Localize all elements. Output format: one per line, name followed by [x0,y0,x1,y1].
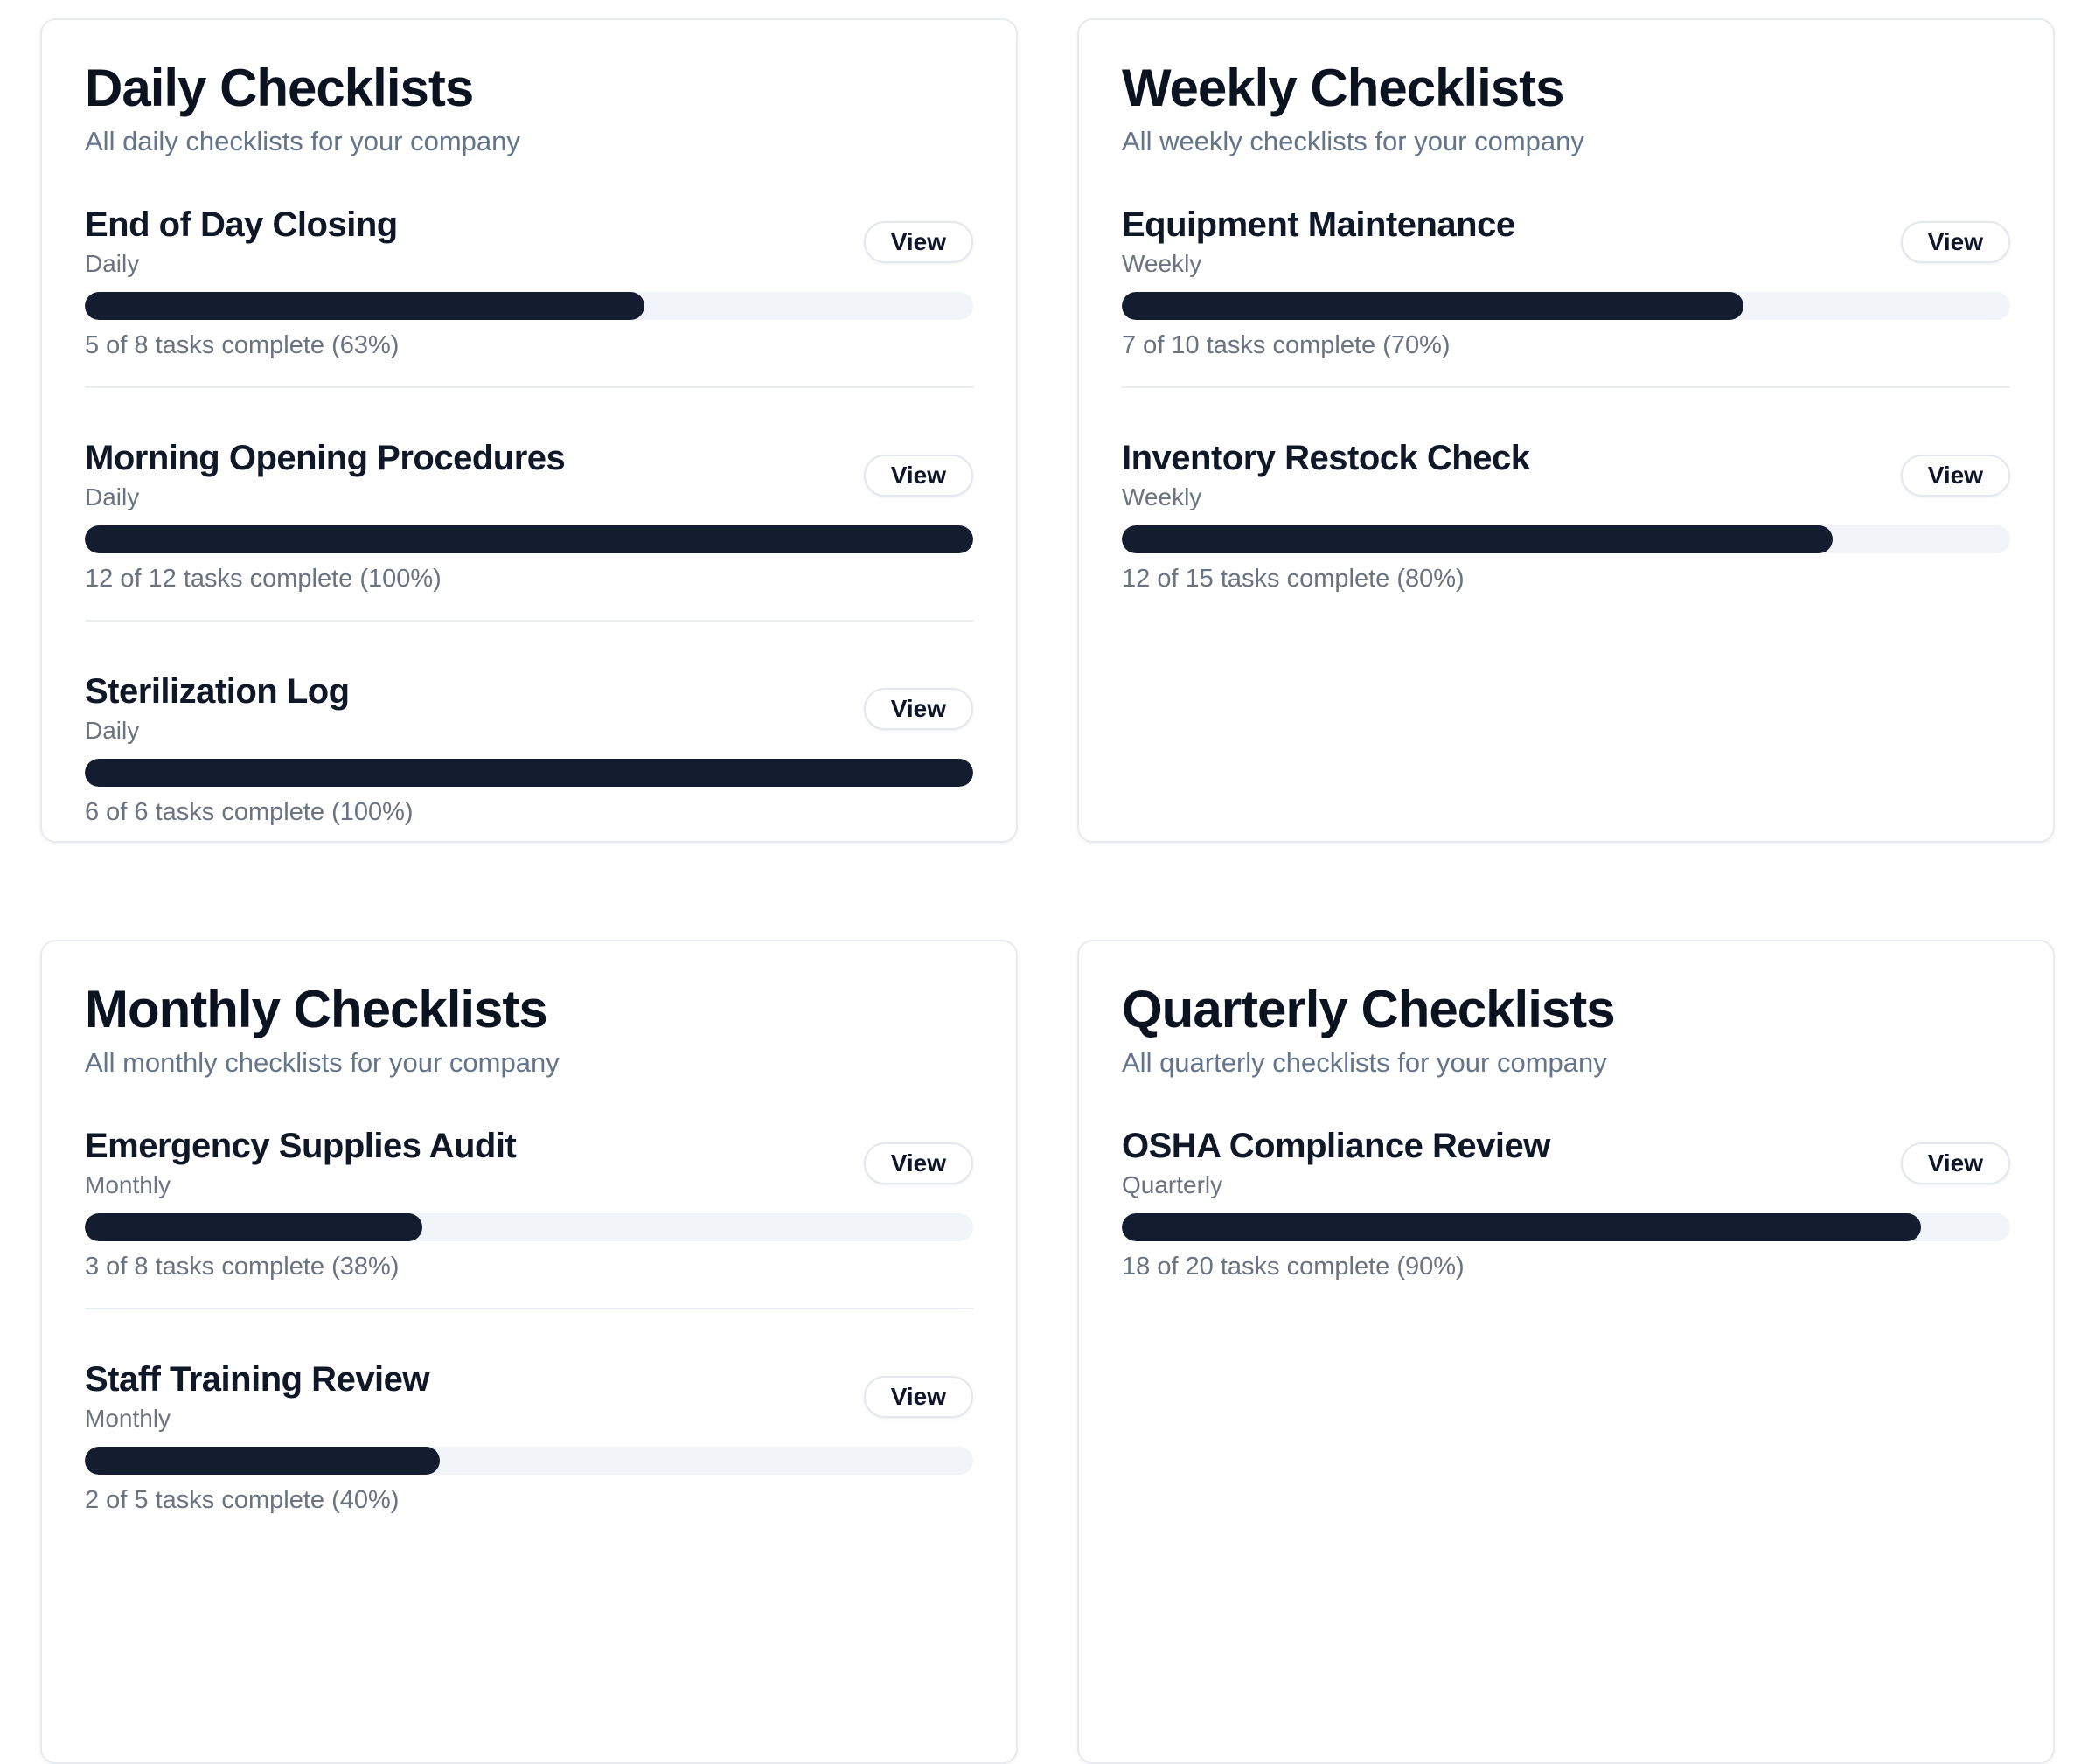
task-status-text: 7 of 10 tasks complete (70%) [1122,331,1451,359]
progress-bar-fill [85,292,645,320]
checklist-item-frequency: Quarterly [1122,1171,1223,1198]
card-description: All daily checklists for your company [85,126,520,156]
task-status-text: 6 of 6 tasks complete (100%) [85,798,414,826]
checklist-item-title: Morning Opening Procedures [85,439,566,477]
checklists-grid: Daily Checklists All daily checklists fo… [40,18,2055,1764]
item-divider [85,1308,973,1309]
checklist-item-frequency: Daily [85,250,140,277]
view-button[interactable]: View [863,1142,973,1184]
daily-checklists-card: Daily Checklists All daily checklists fo… [40,18,1018,843]
task-status-text: 3 of 8 tasks complete (38%) [85,1253,400,1281]
monthly-checklists-card: Monthly Checklists All monthly checklist… [40,940,1018,1764]
quarterly-checklists-card: Quarterly Checklists All quarterly check… [1077,940,2055,1764]
checklist-item: Staff Training Review Monthly View 2 of … [85,1360,973,1515]
checklist-item-title: OSHA Compliance Review [1122,1127,1550,1165]
progress-bar [85,759,973,787]
card-description: All monthly checklists for your company [85,1047,560,1078]
checklist-item-frequency: Daily [85,483,140,510]
checklist-items: Equipment Maintenance Weekly View 7 of 1… [1122,205,2010,594]
checklist-item: Inventory Restock Check Weekly View 12 o… [1122,439,2010,594]
item-divider [1122,386,2010,388]
progress-bar [85,525,973,553]
checklist-item-title: Sterilization Log [85,672,350,711]
card-title: Monthly Checklists [85,980,548,1038]
task-status-text: 5 of 8 tasks complete (63%) [85,331,400,359]
checklist-item-frequency: Monthly [85,1171,171,1198]
checklist-item-title: Equipment Maintenance [1122,205,1515,244]
view-button[interactable]: View [1900,1142,2010,1184]
progress-bar-fill [1122,1213,1922,1241]
view-button[interactable]: View [863,220,973,263]
progress-bar-fill [85,1213,423,1241]
task-status-text: 12 of 15 tasks complete (80%) [1122,565,1465,593]
card-title: Quarterly Checklists [1122,980,1616,1038]
view-button[interactable]: View [863,1375,973,1418]
weekly-checklists-card: Weekly Checklists All weekly checklists … [1077,18,2055,843]
checklist-item: Emergency Supplies Audit Monthly View 3 … [85,1127,973,1281]
checklist-item-frequency: Daily [85,717,140,744]
checklist-item: Morning Opening Procedures Daily View 12… [85,439,973,594]
card-description: All weekly checklists for your company [1122,126,1584,156]
checklist-item-title: Inventory Restock Check [1122,439,1530,477]
view-button[interactable]: View [1900,454,2010,497]
item-divider [85,386,973,388]
card-description: All quarterly checklists for your compan… [1122,1047,1607,1078]
progress-bar-fill [85,759,973,787]
progress-bar [85,292,973,320]
checklist-item: Sterilization Log Daily View 6 of 6 task… [85,672,973,827]
progress-bar-fill [85,1447,441,1475]
progress-bar-fill [1122,525,1833,553]
checklist-item-title: Emergency Supplies Audit [85,1127,517,1165]
item-divider [85,620,973,622]
checklist-items: End of Day Closing Daily View 5 of 8 tas… [85,205,973,827]
progress-bar-fill [1122,292,1744,320]
card-title: Weekly Checklists [1122,59,1565,117]
progress-bar [1122,1213,2010,1241]
checklist-item-frequency: Monthly [85,1405,171,1432]
checklist-item-title: End of Day Closing [85,205,398,244]
card-title: Daily Checklists [85,59,474,117]
view-button[interactable]: View [863,687,973,730]
progress-bar [85,1447,973,1475]
progress-bar [85,1213,973,1241]
task-status-text: 12 of 12 tasks complete (100%) [85,565,442,593]
task-status-text: 2 of 5 tasks complete (40%) [85,1486,400,1514]
checklist-item-title: Staff Training Review [85,1360,430,1399]
checklist-items: Emergency Supplies Audit Monthly View 3 … [85,1127,973,1515]
checklist-items: OSHA Compliance Review Quarterly View 18… [1122,1127,2010,1281]
progress-bar [1122,525,2010,553]
progress-bar [1122,292,2010,320]
view-button[interactable]: View [1900,220,2010,263]
task-status-text: 18 of 20 tasks complete (90%) [1122,1253,1465,1281]
progress-bar-fill [85,525,973,553]
checklist-item: OSHA Compliance Review Quarterly View 18… [1122,1127,2010,1281]
checklist-item-frequency: Weekly [1122,483,1202,510]
checklist-item: End of Day Closing Daily View 5 of 8 tas… [85,205,973,360]
view-button[interactable]: View [863,454,973,497]
checklist-item-frequency: Weekly [1122,250,1202,277]
checklist-item: Equipment Maintenance Weekly View 7 of 1… [1122,205,2010,360]
